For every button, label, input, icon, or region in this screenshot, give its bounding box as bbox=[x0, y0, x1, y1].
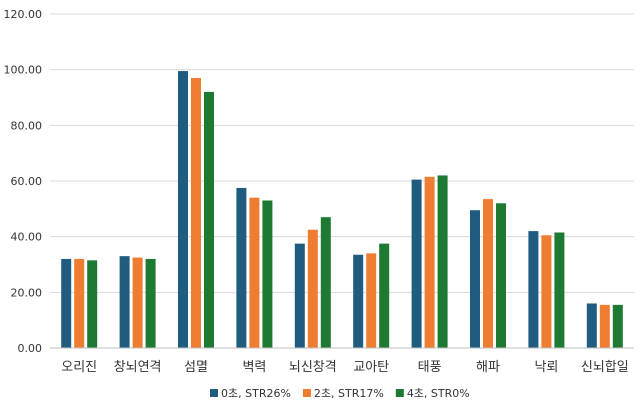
y-tick-label: 40.00 bbox=[11, 231, 43, 244]
category-label: 태풍 bbox=[418, 360, 442, 375]
y-tick-label: 0.00 bbox=[18, 342, 43, 355]
category-label: 해파 bbox=[476, 360, 500, 375]
bar bbox=[366, 253, 377, 348]
bar bbox=[74, 258, 85, 348]
bar bbox=[307, 229, 318, 348]
bar bbox=[483, 199, 493, 348]
legend-item: 4초, STR0% bbox=[395, 387, 470, 400]
bar bbox=[249, 197, 260, 348]
legend-swatch bbox=[210, 389, 218, 397]
bar bbox=[145, 258, 156, 348]
category-label: 교아탄 bbox=[353, 360, 389, 375]
y-tick-label: 100.00 bbox=[4, 64, 43, 77]
legend-item: 0초, STR26% bbox=[210, 387, 291, 400]
bar bbox=[437, 175, 448, 348]
bar bbox=[132, 257, 143, 348]
legend-label: 0초, STR26% bbox=[221, 387, 291, 400]
bar bbox=[541, 235, 552, 348]
y-axis-ticks: 0.00 20.00 40.00 60.00 80.00 100.00 120.00 bbox=[4, 8, 43, 355]
category-label: 섬멸 bbox=[184, 360, 208, 375]
category-labels: 오리진 창뇌연격 섬멸 벽력 뇌신창격 교아탄 태풍 해파 낙뢰 신뇌합일 bbox=[61, 360, 628, 375]
legend-swatch bbox=[395, 389, 404, 397]
bars bbox=[61, 71, 623, 349]
bar bbox=[262, 200, 273, 348]
bar bbox=[496, 203, 506, 348]
bar bbox=[424, 176, 435, 348]
bar bbox=[586, 303, 597, 348]
category-label: 오리진 bbox=[61, 360, 97, 375]
legend-label: 4초, STR0% bbox=[407, 387, 470, 400]
legend-label: 2초, STR17% bbox=[314, 387, 384, 400]
legend-swatch bbox=[302, 389, 311, 397]
y-tick-label: 60.00 bbox=[11, 175, 43, 188]
y-tick-label: 20.00 bbox=[11, 286, 43, 299]
bar bbox=[191, 78, 201, 349]
bar bbox=[411, 179, 422, 348]
category-label: 신뇌합일 bbox=[581, 360, 629, 375]
category-label: 낙뢰 bbox=[534, 360, 558, 375]
category-label: 창뇌연격 bbox=[114, 360, 162, 375]
bar bbox=[87, 260, 98, 348]
bar bbox=[178, 71, 188, 348]
legend-item: 2초, STR17% bbox=[302, 387, 384, 400]
bar bbox=[554, 232, 565, 348]
y-tick-label: 120.00 bbox=[4, 8, 43, 21]
bar bbox=[353, 254, 364, 348]
bar bbox=[470, 210, 480, 348]
bar bbox=[61, 258, 72, 348]
y-tick-label: 80.00 bbox=[11, 119, 43, 132]
bar bbox=[236, 187, 247, 348]
bar bbox=[294, 243, 305, 348]
bar bbox=[528, 231, 539, 348]
bar bbox=[119, 256, 130, 348]
bar bbox=[204, 91, 214, 348]
category-label: 벽력 bbox=[242, 360, 266, 375]
bar bbox=[320, 217, 331, 348]
category-label: 뇌신창격 bbox=[289, 360, 337, 375]
legend: 0초, STR26% 2초, STR17% 4초, STR0% bbox=[210, 387, 470, 400]
bar bbox=[379, 243, 390, 348]
bar bbox=[612, 304, 623, 348]
bar bbox=[599, 304, 610, 348]
